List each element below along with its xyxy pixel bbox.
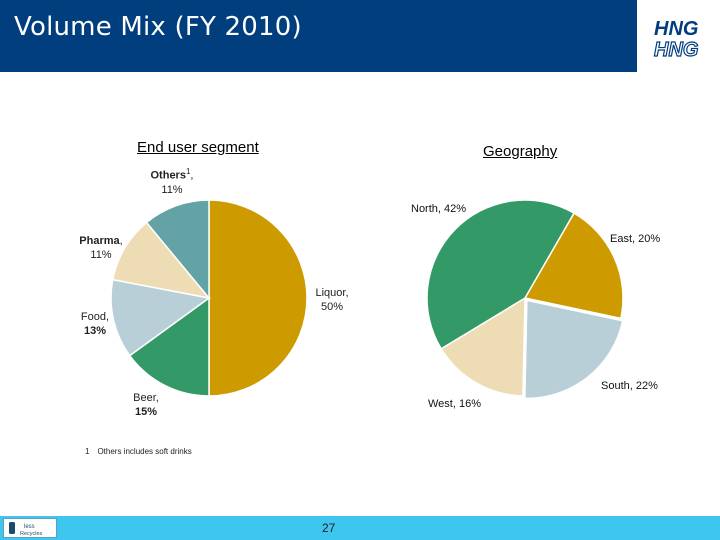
end-user-slice-others: [145, 199, 210, 301]
end-user-slice-food: [110, 278, 211, 357]
header-bar: Volume Mix (FY 2010): [0, 0, 637, 72]
slide-title: Volume Mix (FY 2010): [14, 12, 302, 42]
label-pharma-name: Pharma: [79, 235, 120, 247]
page-number: 27: [322, 521, 336, 535]
geography-slice-east: [523, 212, 624, 320]
footnote: 1 Others includes soft drinks: [85, 447, 200, 456]
end-user-slice-pharma: [111, 221, 211, 300]
footnote-text: Others includes soft drinks: [97, 447, 192, 456]
company-logo: HNG HNG: [653, 18, 699, 62]
label-others: Others1, 11%: [150, 167, 194, 196]
end-user-slice-liquor: [208, 199, 308, 397]
label-beer: Beer, 15%: [133, 392, 159, 418]
label-others-name: Others: [150, 169, 186, 182]
label-liquor-name: Liquor: [315, 287, 346, 299]
footnote-ref: 1: [185, 167, 191, 176]
label-south: South, 22%: [601, 380, 658, 392]
label-others-value: 11%: [161, 183, 183, 196]
label-food: Food, 13%: [80, 311, 110, 337]
recycle-logo: less Recycles: [3, 518, 57, 538]
logo-text-bottom: HNG: [654, 39, 698, 61]
geography-slice-north: [426, 199, 576, 350]
label-liquor-value: 50%: [320, 301, 344, 313]
geography-chart-title: Geography: [483, 143, 558, 160]
label-west: West, 16%: [428, 398, 481, 410]
label-food-value: 13%: [83, 325, 107, 337]
label-north: North, 42%: [411, 203, 467, 215]
label-pharma-value: 11%: [90, 249, 112, 261]
footer-bar: less Recycles: [0, 516, 720, 540]
end-user-slice-beer: [128, 296, 210, 397]
footnote-number: 1: [85, 447, 90, 456]
logo-text-top: HNG: [654, 18, 698, 40]
logo-text-1: less: [24, 524, 35, 530]
logo-text-2: Recycles: [20, 531, 43, 537]
label-beer-value: 15%: [134, 406, 158, 418]
label-east: East, 20%: [610, 233, 661, 245]
end-user-chart-title: End user segment: [137, 139, 259, 156]
geography-slice-west: [440, 296, 526, 397]
bottle-icon: [9, 522, 15, 534]
label-food-name: Food: [80, 311, 106, 323]
label-liquor: Liquor, 50%: [315, 287, 349, 313]
label-pharma: Pharma, 11%: [79, 235, 123, 261]
label-beer-name: Beer: [133, 392, 156, 404]
